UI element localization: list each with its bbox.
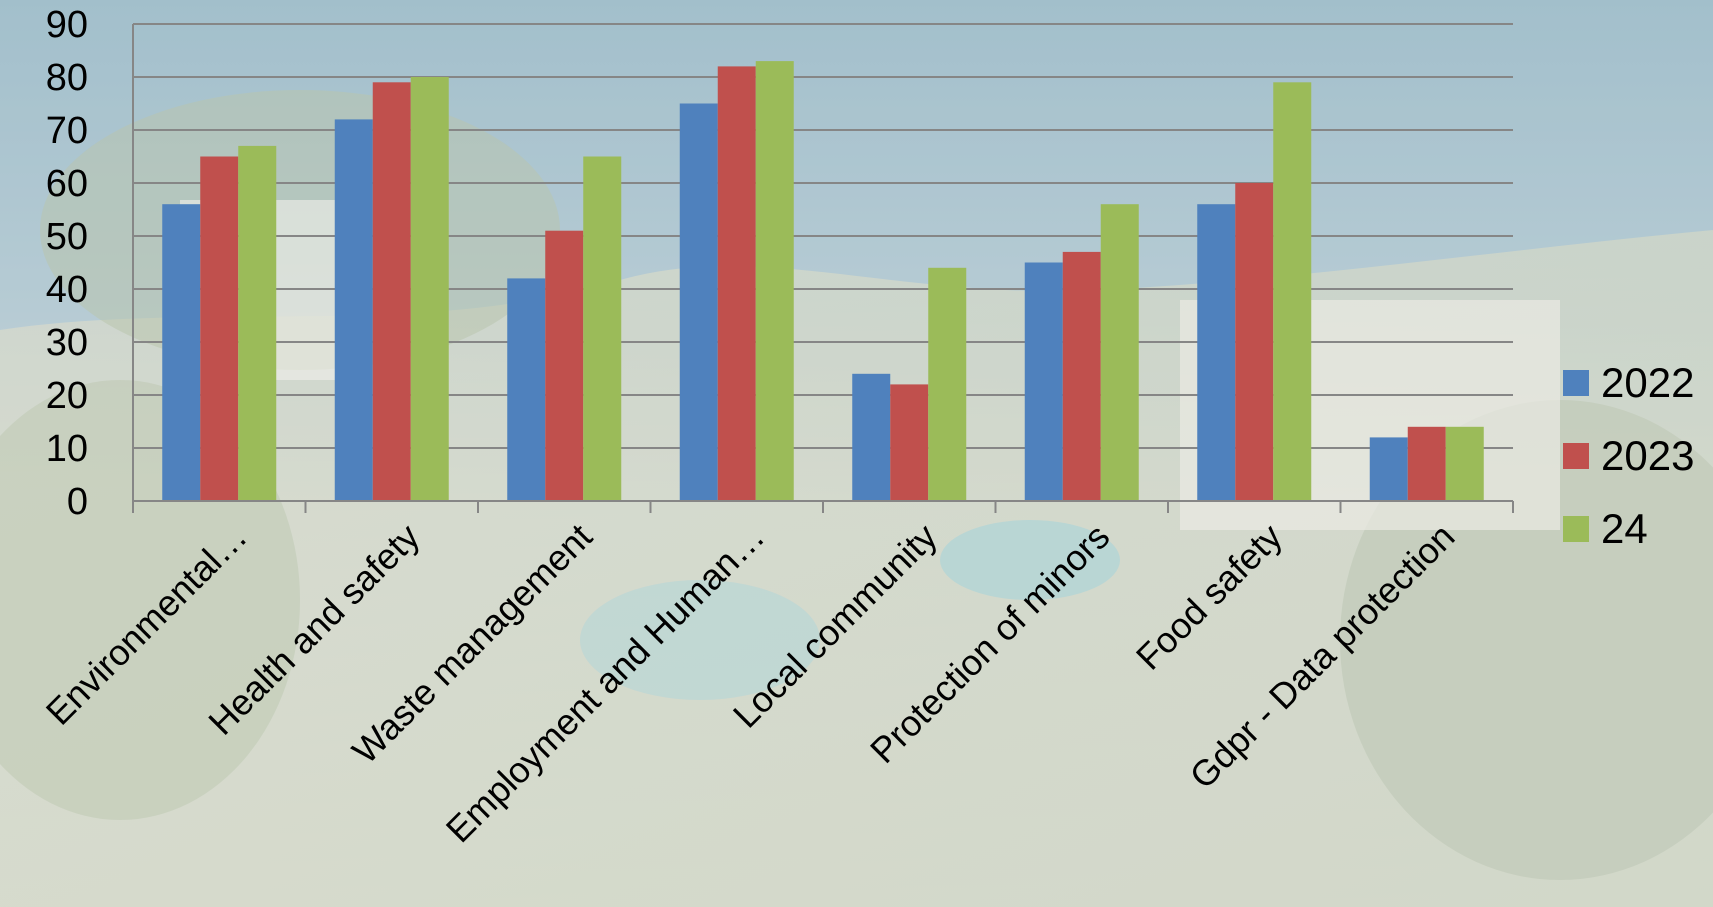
bar-2023-2 [372,82,411,502]
legend-swatch-2023 [1563,443,1589,469]
legend-swatch-2022 [1563,370,1589,396]
bar-24-6 [1100,204,1139,501]
legend-label-2022: 2022 [1601,359,1694,406]
bar-24-8 [1445,426,1484,501]
bar-2022-1 [162,204,201,501]
y-tick-label: 40 [46,269,88,311]
bar-2023-3 [545,230,584,501]
bar-24-1 [238,145,277,501]
bar-24-2 [410,77,449,501]
bar-2023-7 [1235,183,1274,501]
bar-2023-4 [717,66,756,502]
y-tick-label: 90 [46,4,88,46]
y-axis: 0 10 20 30 40 50 60 70 80 90 [46,4,134,523]
legend-label-24: 24 [1601,505,1648,552]
bar-24-3 [583,156,622,501]
legend: 2022 2023 24 [1563,359,1694,552]
y-tick-label: 60 [46,163,88,205]
y-tick-label: 50 [46,216,88,258]
bar-2022-4 [679,103,718,501]
bar-2022-2 [334,119,373,502]
y-tick-label: 10 [46,428,88,470]
bar-2023-5 [890,384,929,501]
y-tick-label: 70 [46,110,88,152]
legend-swatch-24 [1563,516,1589,542]
bar-2022-7 [1197,204,1236,501]
bar-2023-1 [200,156,239,501]
bar-24-7 [1273,82,1312,502]
bar-2022-8 [1369,437,1408,501]
bar-2022-5 [852,373,891,501]
y-tick-label: 20 [46,375,88,417]
bar-24-4 [755,61,794,501]
bar-24-5 [928,267,967,501]
y-tick-label: 0 [67,481,88,523]
legend-label-2023: 2023 [1601,432,1694,479]
bars [162,61,1484,502]
y-tick-label: 80 [46,57,88,99]
bar-2022-6 [1024,262,1063,501]
bar-2023-6 [1062,251,1101,501]
bar-2023-8 [1407,426,1446,501]
bar-2022-3 [507,278,546,501]
y-tick-label: 30 [46,322,88,364]
